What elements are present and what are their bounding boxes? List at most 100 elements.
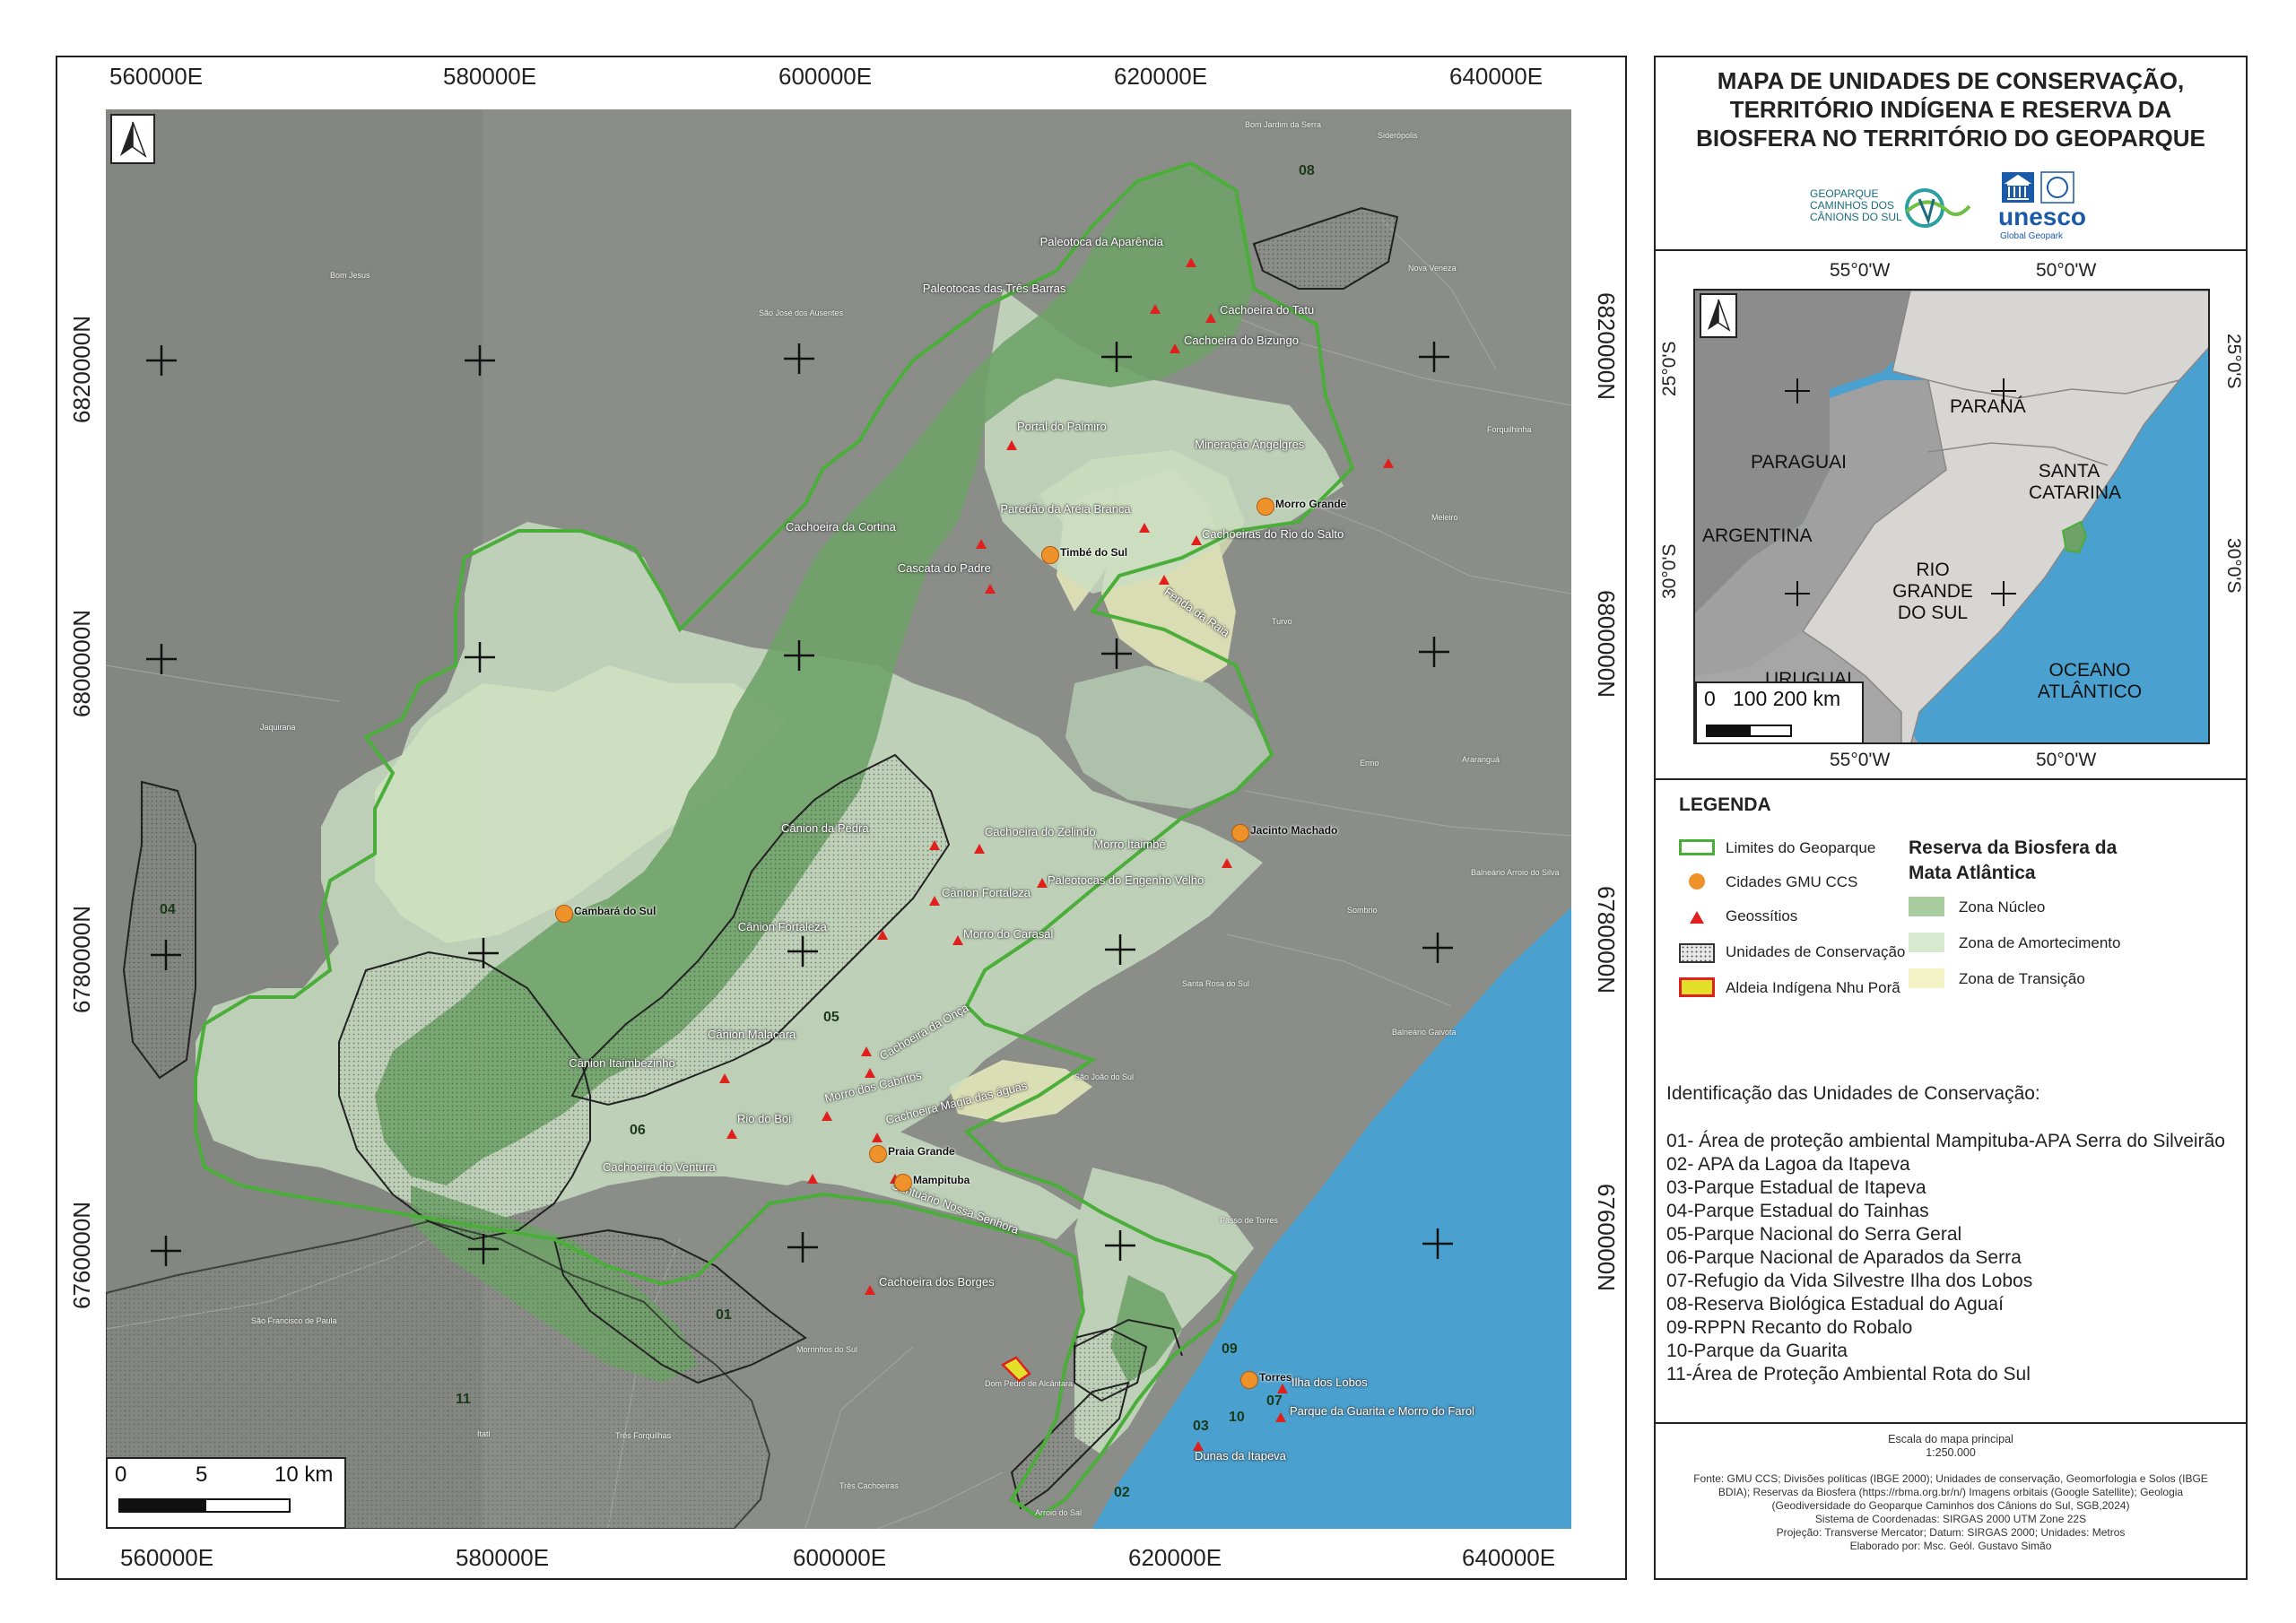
geosite-marker-icon[interactable] bbox=[865, 1285, 875, 1295]
geosite-marker-icon[interactable] bbox=[974, 844, 985, 854]
main-map[interactable]: 08 04 05 06 01 11 09 07 03 10 02 Paleoto… bbox=[106, 109, 1571, 1529]
geosite-marker-icon[interactable] bbox=[929, 896, 940, 906]
legend-label: Cidades GMU CCS bbox=[1726, 873, 1858, 890]
x-tick-bottom: 640000E bbox=[1462, 1544, 1556, 1571]
place-label: Siderópolis bbox=[1378, 131, 1418, 140]
geosite-label: Paleotocas das Três Barras bbox=[922, 282, 1066, 295]
geosite-marker-icon[interactable] bbox=[807, 1174, 818, 1184]
city-marker-icon[interactable] bbox=[555, 905, 573, 923]
place-label: Dom Pedro de Alcântara bbox=[985, 1379, 1074, 1388]
credit-line: 1:250.000 bbox=[1926, 1446, 1976, 1459]
geosite-marker-icon[interactable] bbox=[1006, 440, 1017, 450]
uc-number-label: 11 bbox=[456, 1392, 471, 1407]
city-marker-icon[interactable] bbox=[1240, 1371, 1258, 1389]
geosite-marker-icon[interactable] bbox=[865, 1068, 875, 1078]
uc-number-label: 01 bbox=[716, 1307, 732, 1323]
y-tick-right: 6800000N bbox=[1593, 590, 1620, 698]
geosite-label: Cachoeira da Cortina bbox=[786, 520, 896, 534]
place-label: Ermo bbox=[1360, 759, 1379, 768]
geosite-label: Paleotocas do Engenho Velho bbox=[1048, 873, 1205, 887]
north-arrow-icon bbox=[110, 114, 155, 164]
geosite-marker-icon[interactable] bbox=[822, 1111, 832, 1121]
credit-line: (Geodiversidade do Geoparque Caminhos do… bbox=[1771, 1499, 2130, 1512]
scale-label: 0 bbox=[115, 1462, 127, 1487]
geosite-marker-icon[interactable] bbox=[1037, 878, 1048, 888]
city-marker-icon[interactable] bbox=[1257, 498, 1274, 516]
legend-label: Zona de Transição bbox=[1959, 970, 2085, 987]
uc-number-label: 10 bbox=[1229, 1410, 1245, 1425]
place-label: Três Cachoeiras bbox=[839, 1481, 899, 1490]
geosite-marker-icon[interactable] bbox=[1277, 1384, 1288, 1393]
biosphere-heading: Reserva da Biosfera da Mata Atlântica bbox=[1909, 838, 2118, 883]
legend-swatch-amortecimento bbox=[1909, 933, 1944, 952]
inset-y-tick: 30°0'S bbox=[1659, 543, 1680, 599]
geosite-label: Rio do Boi bbox=[737, 1112, 791, 1125]
geosite-marker-icon[interactable] bbox=[1222, 858, 1232, 868]
inset-region-label: PARANÁ bbox=[1950, 396, 2026, 417]
city-label: Cambará do Sul bbox=[574, 905, 657, 917]
geosite-marker-icon[interactable] bbox=[1139, 523, 1150, 533]
place-label: Itati bbox=[477, 1429, 491, 1438]
place-label: São José dos Ausentes bbox=[759, 308, 844, 317]
city-marker-icon[interactable] bbox=[894, 1174, 912, 1192]
city-label: Torres bbox=[1259, 1371, 1292, 1384]
uc-list-item: 02- APA da Lagoa da Itapeva bbox=[1666, 1154, 1910, 1175]
x-tick-top: 640000E bbox=[1449, 63, 1544, 90]
geosite-marker-icon[interactable] bbox=[1170, 343, 1180, 353]
inset-y-tick: 25°0'S bbox=[2223, 334, 2244, 389]
uc-list-item: 10-Parque da Guarita bbox=[1666, 1341, 1848, 1361]
geosite-marker-icon[interactable] bbox=[985, 584, 996, 594]
geosite-marker-icon[interactable] bbox=[929, 840, 940, 850]
map-credits: Escala do mapa principal 1:250.000 Fonte: … bbox=[1656, 1433, 2246, 1553]
unidades-conservacao bbox=[106, 206, 1399, 1529]
geosite-marker-icon[interactable] bbox=[726, 1129, 737, 1139]
geosite-marker-icon[interactable] bbox=[976, 539, 987, 549]
geoparque-logo: GEOPARQUE CAMINHOS DOS CÂNIONS DO SUL bbox=[1810, 185, 1980, 239]
legend: LEGENDA Limites do Geoparque Cidades GMU… bbox=[1656, 780, 2246, 1103]
uc-list-item: 08-Reserva Biológica Estadual do Aguaí bbox=[1666, 1294, 2004, 1315]
geosite-marker-icon[interactable] bbox=[1150, 304, 1161, 314]
y-tick-left: 6820000N bbox=[68, 316, 95, 423]
uc-number-label: 02 bbox=[1114, 1485, 1130, 1500]
geosite-marker-icon[interactable] bbox=[1193, 1441, 1204, 1451]
credit-line: Elaborado por: Msc. Geól. Gustavo Simão bbox=[1849, 1540, 2052, 1552]
city-marker-icon[interactable] bbox=[1041, 546, 1059, 564]
geosite-marker-icon[interactable] bbox=[1275, 1412, 1286, 1422]
y-tick-left: 6800000N bbox=[68, 610, 95, 717]
geosite-marker-icon[interactable] bbox=[1159, 575, 1170, 585]
uc-list-item: 06-Parque Nacional de Aparados da Serra bbox=[1666, 1247, 2022, 1268]
geosite-marker-icon[interactable] bbox=[1186, 257, 1196, 267]
geosite-marker-icon[interactable] bbox=[1191, 535, 1202, 545]
place-label: Passo de Torres bbox=[1220, 1216, 1278, 1225]
uc-list-item: 03-Parque Estadual de Itapeva bbox=[1666, 1177, 1926, 1198]
map-title: MAPA DE UNIDADES DE CONSERVAÇÃO, TERRITÓ… bbox=[1696, 67, 2205, 152]
geosite-label: Dunas da Itapeva bbox=[1195, 1449, 1286, 1462]
geosite-label: Cânion Fortaleza bbox=[737, 920, 827, 933]
inset-map[interactable]: PARANÁ PARAGUAI SANTA CATARINA ARGENTINA … bbox=[1693, 289, 2210, 744]
geosite-marker-icon[interactable] bbox=[1205, 313, 1216, 323]
geosite-marker-icon[interactable] bbox=[952, 935, 963, 945]
uc-list-item: 07-Refugio da Vida Silvestre Ilha dos Lo… bbox=[1666, 1271, 2033, 1291]
place-label: Jaquirana bbox=[260, 723, 296, 732]
uc-list-item: 05-Parque Nacional do Serra Geral bbox=[1666, 1224, 1962, 1245]
geosite-marker-icon[interactable] bbox=[861, 1046, 872, 1056]
x-tick-top: 580000E bbox=[443, 63, 537, 90]
inset-x-tick: 50°0'W bbox=[2036, 260, 2097, 281]
inset-y-tick: 25°0'S bbox=[1659, 341, 1680, 396]
city-marker-icon[interactable] bbox=[1231, 824, 1249, 842]
legend-swatch-uc bbox=[1679, 943, 1715, 963]
geosite-marker-icon[interactable] bbox=[1383, 458, 1394, 468]
side-panel: MAPA DE UNIDADES DE CONSERVAÇÃO, TERRITÓ… bbox=[1654, 56, 2248, 1580]
city-marker-icon[interactable] bbox=[869, 1145, 887, 1163]
legend-swatch-aldeia bbox=[1679, 977, 1715, 997]
legend-swatch-transicao bbox=[1909, 968, 1944, 988]
geosite-marker-icon[interactable] bbox=[872, 1133, 883, 1142]
x-tick-bottom: 600000E bbox=[793, 1544, 887, 1571]
geosite-marker-icon[interactable] bbox=[719, 1073, 730, 1083]
uc-number-label: 05 bbox=[823, 1010, 839, 1025]
geoparque-boundary bbox=[194, 161, 1355, 1520]
legend-label: Zona Núcleo bbox=[1959, 898, 2046, 916]
geosite-marker-icon[interactable] bbox=[877, 930, 888, 940]
scale-label: 5 bbox=[196, 1462, 208, 1487]
inset-region-label: SANTA CATARINA bbox=[2029, 461, 2122, 503]
